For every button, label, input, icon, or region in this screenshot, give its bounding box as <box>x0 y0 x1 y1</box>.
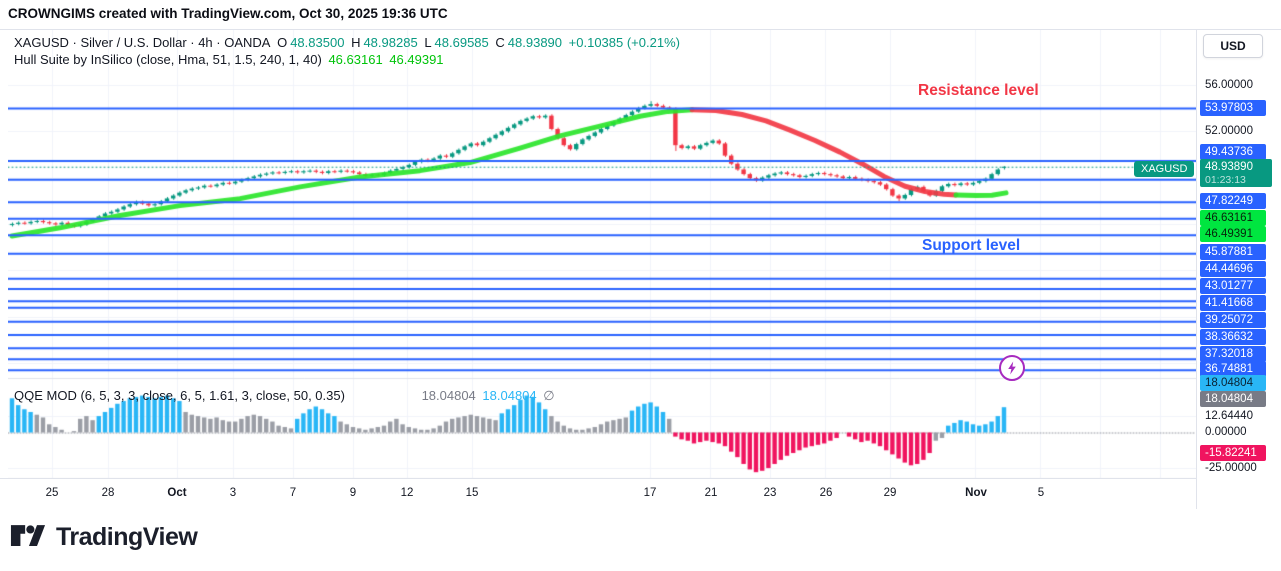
tradingview-logo-icon <box>10 525 46 547</box>
scale-label: 52.00000 <box>1205 125 1253 137</box>
time-tick-label: 25 <box>45 487 59 499</box>
time-tick-label: 26 <box>819 487 833 499</box>
last-price-label: 48.93890 01:23:13 <box>1200 159 1272 187</box>
currency-toggle-button[interactable]: USD <box>1203 34 1263 58</box>
ohlc-change-value: +0.10385 (+0.21%) <box>568 35 680 50</box>
bar-countdown: 01:23:13 <box>1205 174 1246 186</box>
footer: TradingView <box>0 509 1281 571</box>
scale-label: 38.36632 <box>1200 329 1266 345</box>
price-scale[interactable]: USD 56.00000 53.97803 52.00000 49.43736 47.8… <box>1196 30 1281 509</box>
time-tick-label: 3 <box>229 487 237 499</box>
scale-label: 18.04804 <box>1200 391 1266 407</box>
ohlc-open-key: O <box>277 35 288 50</box>
qqe-value-2: 18.04804 <box>482 388 537 403</box>
qqe-mod-label: QQE MOD (6, 5, 3, 3, close, 6, 5, 1.61, … <box>14 388 345 403</box>
ohlc-close-value: 48.93890 <box>507 35 563 50</box>
tradingview-logo-text: TradingView <box>56 523 198 551</box>
scale-label: -15.82241 <box>1200 445 1266 461</box>
ohlc-close-key: C <box>495 35 505 50</box>
time-tick-label: 7 <box>289 487 297 499</box>
symbol-legend-row[interactable]: XAGUSD · Silver / U.S. Dollar · 4h · OAN… <box>14 35 683 50</box>
time-tick-label: 21 <box>704 487 718 499</box>
hull-suite-label: Hull Suite by InSilico (close, Hma, 51, … <box>14 52 322 67</box>
scale-label: 0.00000 <box>1205 426 1247 438</box>
scale-label: 44.44696 <box>1200 261 1266 277</box>
scale-label: 46.63161 <box>1200 210 1266 226</box>
ohlc-high-value: 48.98285 <box>363 35 418 50</box>
time-tick-label: 28 <box>101 487 115 499</box>
ohlc-low-key: L <box>424 35 432 50</box>
scale-label: 37.32018 <box>1200 346 1266 362</box>
hull-value-1: 46.63161 <box>328 52 383 67</box>
header-divider <box>0 29 1281 30</box>
time-tick-label: 15 <box>465 487 479 499</box>
scale-label: -25.00000 <box>1205 462 1257 474</box>
scale-label: 47.82249 <box>1200 193 1266 209</box>
scale-label: 36.74881 <box>1200 361 1266 377</box>
time-tick-label: Nov <box>965 487 987 499</box>
hull-value-2: 46.49391 <box>389 52 444 67</box>
scale-label: 56.00000 <box>1205 79 1253 91</box>
time-axis[interactable]: 25 28 Oct 3 7 9 12 15 17 21 23 26 29 Nov 5 <box>0 478 1196 510</box>
ohlc-open-value: 48.83500 <box>290 35 345 50</box>
scale-label: 18.04804 <box>1200 375 1266 391</box>
qqe-mod-legend-row[interactable]: QQE MOD (6, 5, 3, 3, close, 6, 5, 1.61, … <box>14 388 558 404</box>
resistance-level-annotation[interactable]: Resistance level <box>918 82 1039 99</box>
scale-label: 12.64440 <box>1205 410 1253 422</box>
scale-label: 41.41668 <box>1200 295 1266 311</box>
hull-suite-legend-row[interactable]: Hull Suite by InSilico (close, Hma, 51, … <box>14 52 447 67</box>
time-tick-label: 9 <box>349 487 357 499</box>
qqe-value-1: 18.04804 <box>421 388 476 403</box>
scale-label: 49.43736 <box>1200 144 1266 160</box>
flash-icon-button[interactable] <box>999 355 1025 381</box>
qqe-empty-symbol: ∅ <box>543 388 555 403</box>
scale-label: 53.97803 <box>1200 100 1266 116</box>
time-tick-label: 29 <box>883 487 897 499</box>
ohlc-high-key: H <box>351 35 361 50</box>
last-price-value: 48.93890 <box>1205 161 1253 173</box>
time-tick-label: 5 <box>1037 487 1045 499</box>
symbol-title: XAGUSD · Silver / U.S. Dollar · 4h · OAN… <box>14 35 271 50</box>
support-level-annotation[interactable]: Support level <box>922 237 1021 254</box>
scale-label: 46.49391 <box>1200 226 1266 242</box>
ohlc-low-value: 48.69585 <box>434 35 489 50</box>
scale-label: 43.01277 <box>1200 278 1266 294</box>
main-chart-area[interactable]: XAGUSD · Silver / U.S. Dollar · 4h · OAN… <box>0 30 1281 510</box>
time-tick-label: 17 <box>643 487 657 499</box>
lightning-bolt-icon <box>1008 361 1016 375</box>
scale-label: 45.87881 <box>1200 244 1266 260</box>
time-tick-label: 23 <box>763 487 777 499</box>
price-line-symbol-tag: XAGUSD <box>1134 161 1195 177</box>
tradingview-logo[interactable]: TradingView <box>10 523 198 552</box>
scale-label: 39.25072 <box>1200 312 1266 328</box>
chart-canvas[interactable] <box>8 30 1196 509</box>
time-tick-label: Oct <box>167 487 187 499</box>
attribution-text: CROWNGIMS created with TradingView.com, … <box>8 6 448 21</box>
time-tick-label: 12 <box>400 487 414 499</box>
